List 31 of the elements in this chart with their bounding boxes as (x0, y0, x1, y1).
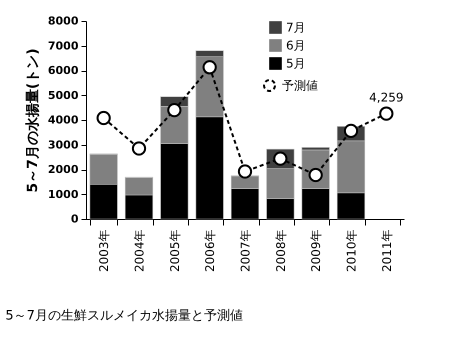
x-tick-label: 2005年 (168, 230, 182, 272)
y-tick-label: 3000 (48, 138, 79, 152)
y-tick-label: 5000 (48, 88, 79, 102)
text: 5～7月の生鮮スルメイカ水揚量と予測値 (5, 308, 243, 324)
legend-label: 予測値 (282, 78, 318, 92)
y-tick-label: 7000 (48, 39, 79, 52)
y-axis-title: 5～7月の水揚量(トン) (24, 48, 41, 193)
x-tick-label: 2003年 (97, 230, 112, 272)
point (238, 164, 252, 179)
point (202, 60, 217, 74)
y-tick-label: 0 (70, 212, 79, 226)
x-tick-label: 2011年 (380, 230, 394, 272)
legend-label: 6月 (286, 38, 306, 52)
x-tick-label: 2004年 (132, 230, 146, 272)
y-tick-label: 4000 (48, 114, 79, 126)
x-tick-label: 2010年 (344, 230, 358, 272)
legend-label: 5月 (286, 56, 306, 70)
y-tick-label: 8000 (48, 14, 79, 28)
y-tick-label: 6000 (48, 64, 79, 77)
point (132, 141, 146, 156)
y-tick-label: 1000 (48, 188, 79, 201)
point (167, 102, 182, 118)
data-label: 4,259 (369, 90, 404, 105)
x-tick-label: 2008年 (274, 230, 288, 272)
x-tick-label: 2007年 (238, 230, 252, 272)
point (96, 110, 111, 126)
point (379, 106, 394, 121)
y-tick-label: 2000 (48, 163, 79, 176)
legend-label: 7月 (286, 20, 306, 34)
x-tick-label: 2006年 (203, 230, 218, 272)
x-tick-label: 2009年 (309, 230, 324, 272)
